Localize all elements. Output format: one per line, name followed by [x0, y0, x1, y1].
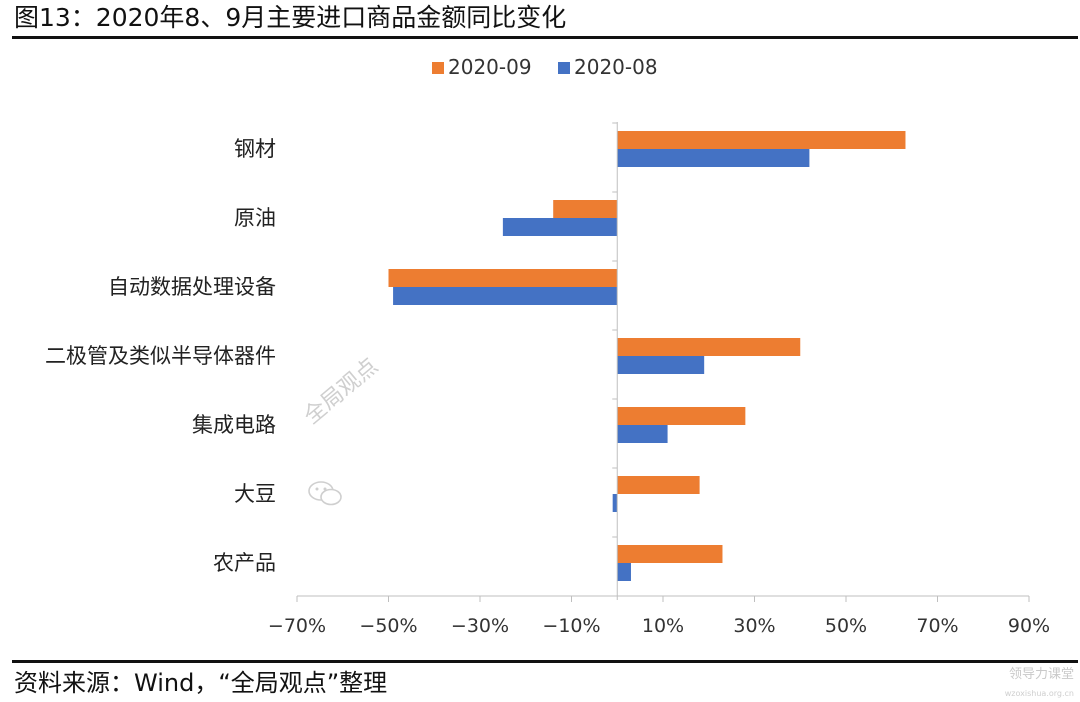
legend-swatch-2020-09 [432, 62, 444, 74]
x-tick-label-2: −30% [451, 615, 509, 637]
bar-chart: 2020-09 2020-08 钢材原油自动数据处理设备二极管及类似半导体器件集成… [45, 55, 1050, 637]
source-rule [12, 660, 1078, 663]
legend-swatch-2020-08 [558, 62, 570, 74]
bar-2020-09-0 [617, 131, 906, 149]
bar-2020-09-1 [553, 200, 618, 218]
bar-2020-08-2 [393, 287, 618, 305]
bar-2020-08-6 [617, 563, 631, 581]
bar-2020-09-4 [617, 407, 746, 425]
title-rule [12, 36, 1078, 39]
category-label-1: 原油 [234, 206, 276, 230]
bar-2020-09-2 [388, 269, 618, 287]
x-tick-label-5: 30% [733, 615, 775, 637]
x-tick-label-3: −10% [542, 615, 600, 637]
x-tick-label-8: 90% [1008, 615, 1050, 637]
x-tick-label-1: −50% [359, 615, 417, 637]
category-label-5: 大豆 [234, 482, 276, 506]
corner-url: wzoxishua.org.cn [1004, 689, 1074, 698]
chart-legend: 2020-09 2020-08 [432, 55, 658, 79]
bar-2020-08-0 [617, 149, 810, 167]
bar-2020-08-5 [612, 494, 618, 512]
corner-logo: 领导力课堂 [1008, 667, 1074, 682]
bar-2020-09-6 [617, 545, 723, 563]
x-tick-label-4: 10% [642, 615, 684, 637]
category-label-0: 钢材 [234, 137, 276, 161]
x-tick-label-0: −70% [268, 615, 326, 637]
legend-label-2020-09: 2020-09 [448, 55, 532, 79]
legend-label-2020-08: 2020-08 [574, 55, 658, 79]
figure-title: 图13：2020年8、9月主要进口商品金额同比变化 [14, 3, 567, 32]
category-label-4: 集成电路 [192, 413, 276, 437]
bar-2020-08-4 [617, 425, 668, 443]
bar-2020-08-1 [502, 218, 618, 236]
x-tick-label-6: 50% [825, 615, 867, 637]
category-label-3: 二极管及类似半导体器件 [45, 344, 276, 368]
bar-2020-09-5 [617, 476, 700, 494]
bar-2020-08-3 [617, 356, 705, 374]
x-tick-label-7: 70% [916, 615, 958, 637]
wechat-icon [308, 481, 342, 506]
chart-axes: −70% −50% −30% −10% 10% 30% 50% 70% 90% [268, 122, 1050, 637]
source-note: 资料来源：Wind，“全局观点”整理 [14, 669, 388, 697]
category-label-2: 自动数据处理设备 [108, 275, 276, 299]
category-label-6: 农产品 [213, 551, 276, 575]
bar-2020-09-3 [617, 338, 801, 356]
